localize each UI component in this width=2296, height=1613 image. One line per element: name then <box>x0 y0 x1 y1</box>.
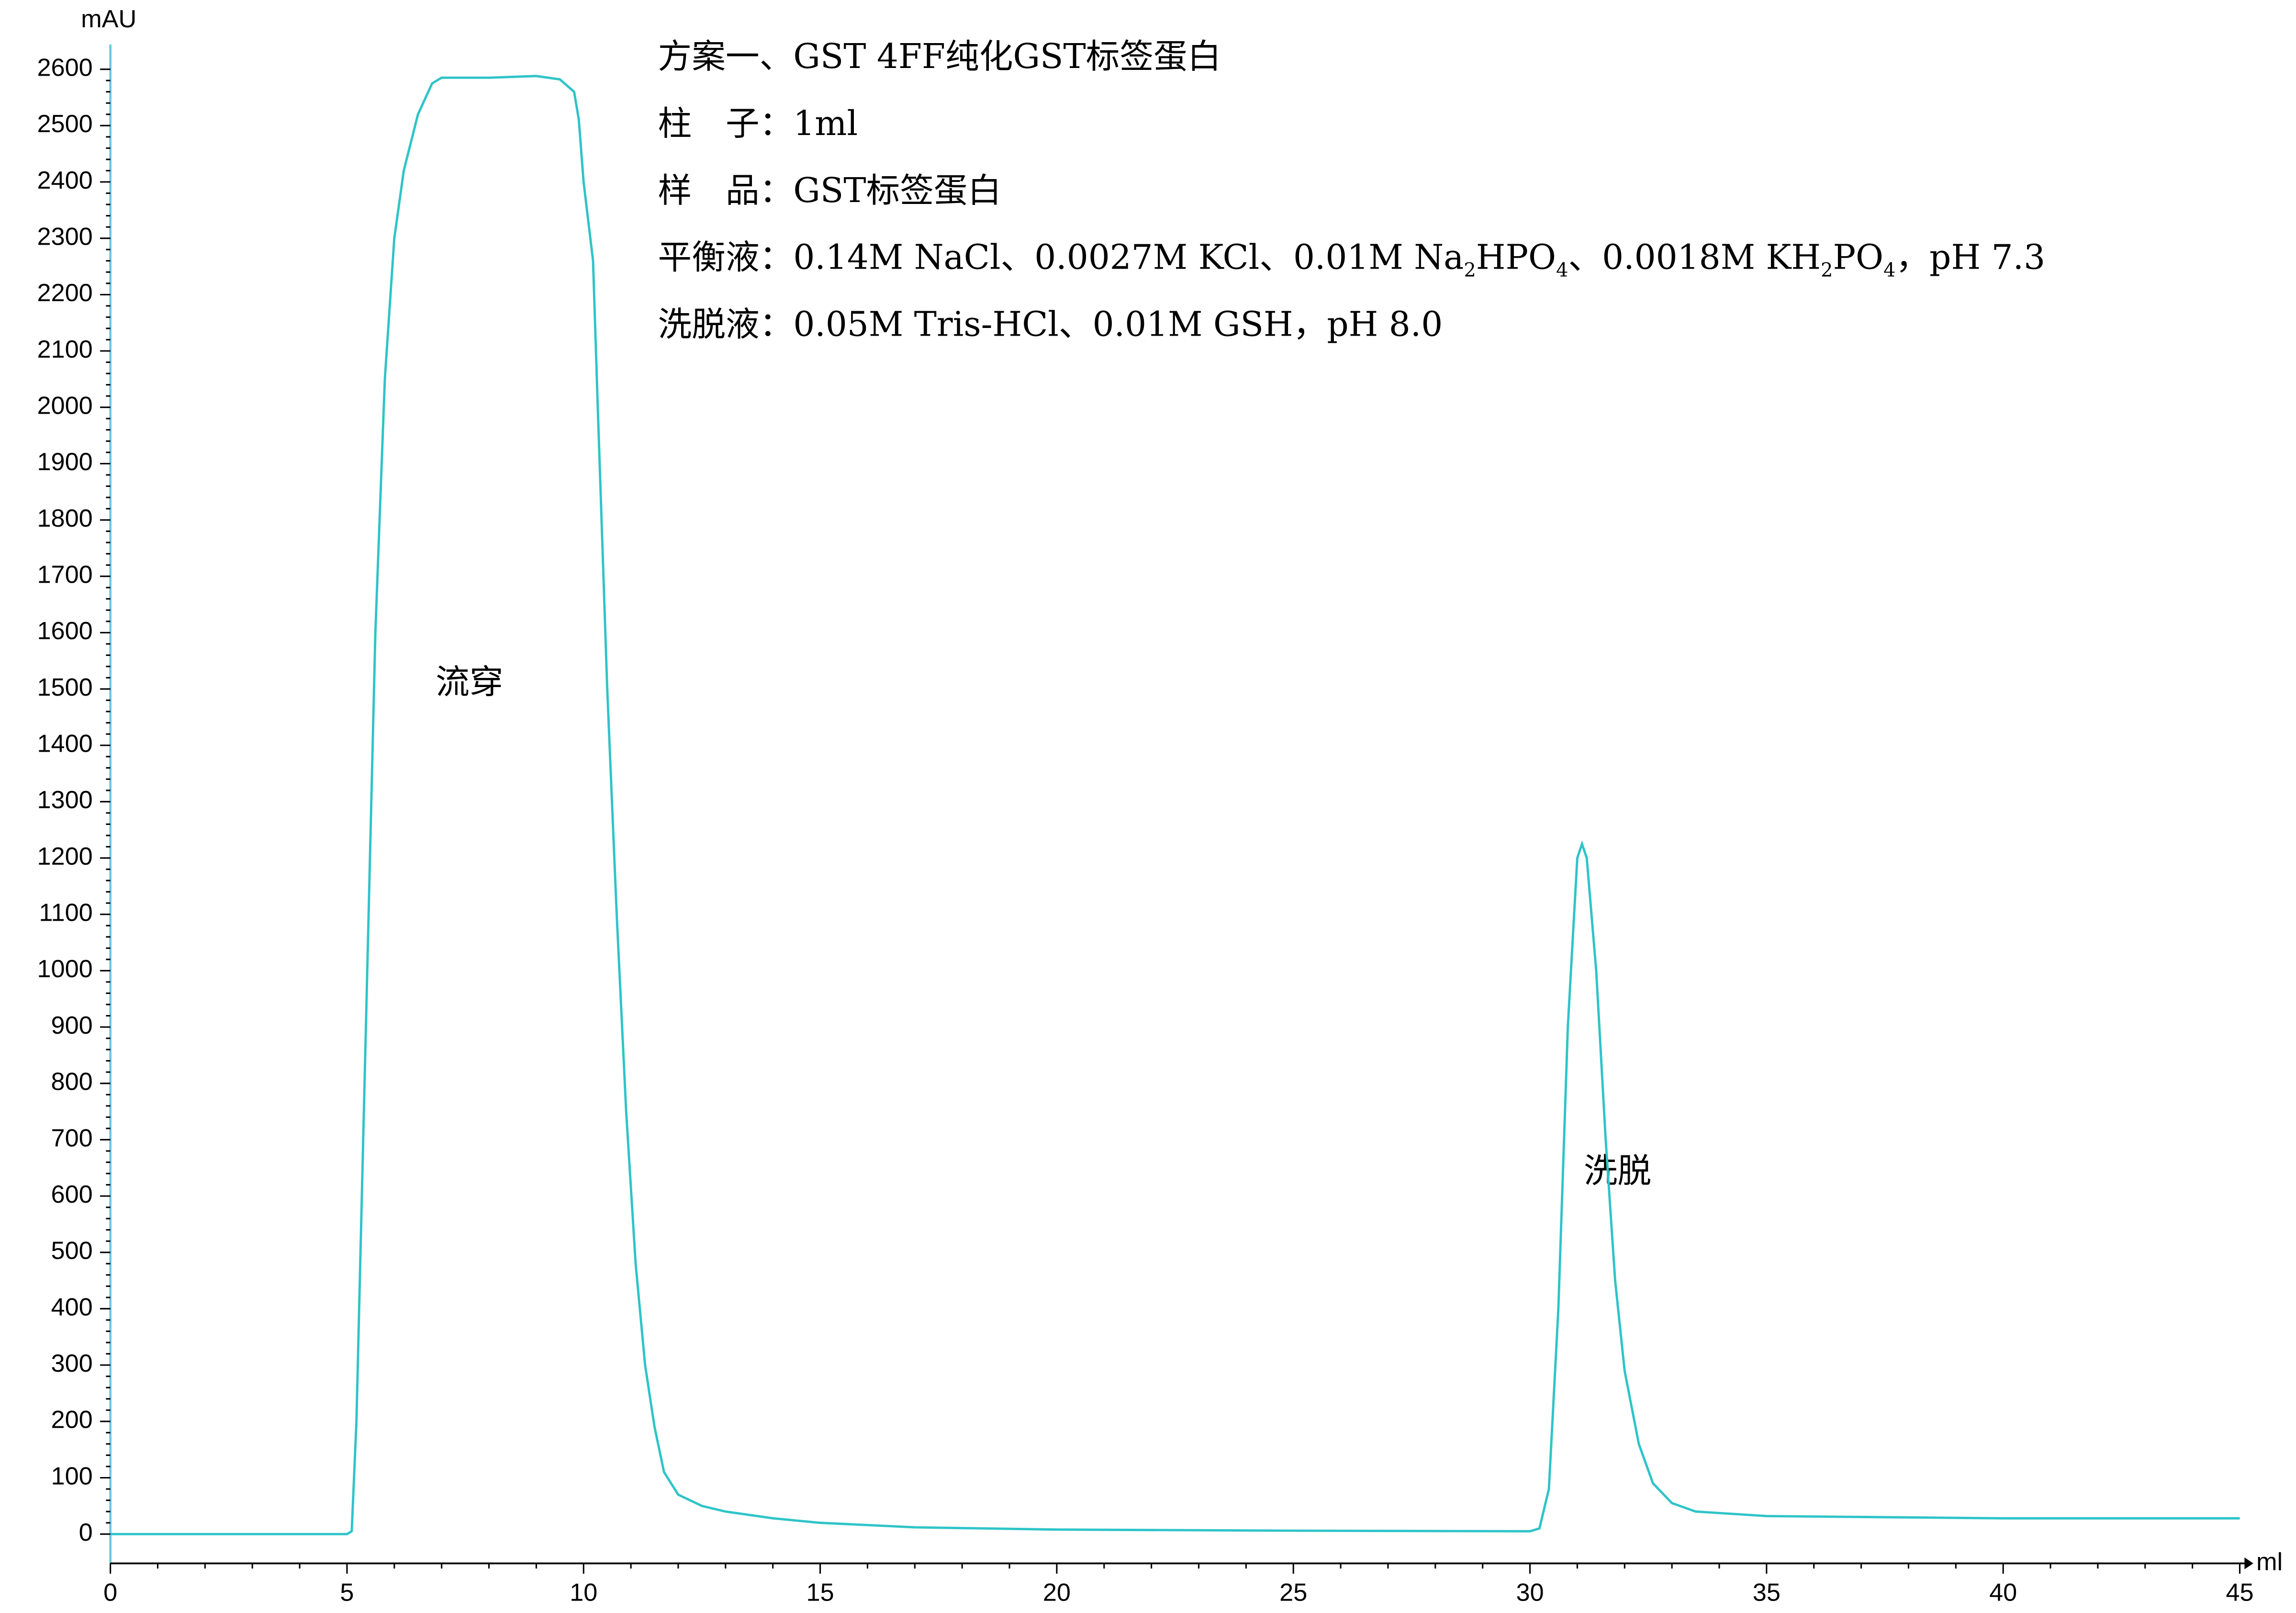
y-tick-label: 200 <box>51 1406 93 1434</box>
annotation-part: 方案一、GST 4FF纯化GST标签蛋白 <box>658 36 1221 76</box>
annotation-part: 洗脱液：0.05M Tris-HCl、0.01M GSH，pH 8.0 <box>658 304 1443 344</box>
x-axis-arrow <box>2244 1557 2253 1569</box>
annotation-part: 4 <box>1883 259 1895 281</box>
annotation-part: 4 <box>1556 259 1568 281</box>
x-tick-label: 20 <box>1043 1579 1071 1607</box>
y-tick-label: 100 <box>51 1462 93 1490</box>
annotation-part: ，pH 7.3 <box>1895 237 2045 277</box>
annotation-part: HPO <box>1476 237 1556 277</box>
annotation: 平衡液：0.14M NaCl、0.0027M KCl、0.01M Na2HPO4… <box>658 237 2046 281</box>
y-axis-label: mAU <box>81 5 136 33</box>
y-tick-label: 1400 <box>37 730 92 758</box>
x-tick-label: 5 <box>340 1579 354 1607</box>
annotation: 洗脱液：0.05M Tris-HCl、0.01M GSH，pH 8.0 <box>658 304 1443 344</box>
annotation: 柱 子：1ml <box>658 103 858 143</box>
y-tick-label: 1000 <box>37 955 92 983</box>
annotation: 样 品：GST标签蛋白 <box>658 170 1002 210</box>
y-tick-label: 500 <box>51 1237 93 1265</box>
y-tick-label: 2200 <box>37 279 92 307</box>
annotation-part: 、0.0018M KH <box>1568 237 1821 277</box>
annotation-part: 2 <box>1464 259 1476 281</box>
x-tick-label: 0 <box>103 1579 117 1607</box>
x-tick-label: 15 <box>806 1579 834 1607</box>
data-line <box>110 75 2240 1535</box>
x-tick-label: 30 <box>1516 1579 1544 1607</box>
x-tick-label: 40 <box>1989 1579 2017 1607</box>
y-tick-label: 2400 <box>37 167 92 194</box>
annotation: 方案一、GST 4FF纯化GST标签蛋白 <box>658 36 1221 76</box>
x-tick-label: 10 <box>570 1579 597 1607</box>
y-tick-label: 300 <box>51 1350 93 1377</box>
y-tick-label: 800 <box>51 1068 93 1096</box>
peak-label: 流穿 <box>436 662 503 701</box>
y-tick-label: 1800 <box>37 505 92 532</box>
x-tick-label: 35 <box>1753 1579 1781 1607</box>
y-tick-label: 0 <box>79 1519 93 1546</box>
y-tick-label: 2000 <box>37 392 92 420</box>
y-tick-label: 2600 <box>37 54 92 81</box>
annotation-part: PO <box>1833 237 1883 277</box>
annotation-part: 平衡液：0.14M NaCl、0.0027M KCl、0.01M Na <box>658 237 1464 277</box>
y-tick-label: 2300 <box>37 223 92 250</box>
y-tick-label: 1900 <box>37 448 92 476</box>
annotation-part: 柱 子：1ml <box>658 103 858 143</box>
annotation-part: 2 <box>1821 259 1833 281</box>
x-tick-label: 45 <box>2226 1579 2253 1607</box>
y-tick-label: 1600 <box>37 617 92 645</box>
y-tick-label: 1300 <box>37 786 92 814</box>
y-tick-label: 400 <box>51 1293 93 1321</box>
y-tick-label: 1500 <box>37 674 92 701</box>
y-tick-label: 1100 <box>39 899 92 927</box>
y-tick-label: 1700 <box>37 561 92 589</box>
annotation-part: 样 品：GST标签蛋白 <box>658 170 1002 210</box>
y-tick-label: 2100 <box>37 336 92 363</box>
peak-label: 洗脱 <box>1584 1151 1651 1190</box>
x-tick-label: 25 <box>1279 1579 1307 1607</box>
y-tick-label: 600 <box>51 1181 93 1208</box>
x-axis-label: ml <box>2256 1548 2283 1576</box>
y-tick-label: 700 <box>51 1124 93 1152</box>
y-tick-label: 900 <box>51 1012 93 1039</box>
y-tick-label: 1200 <box>37 843 92 870</box>
y-tick-label: 2500 <box>37 110 92 138</box>
